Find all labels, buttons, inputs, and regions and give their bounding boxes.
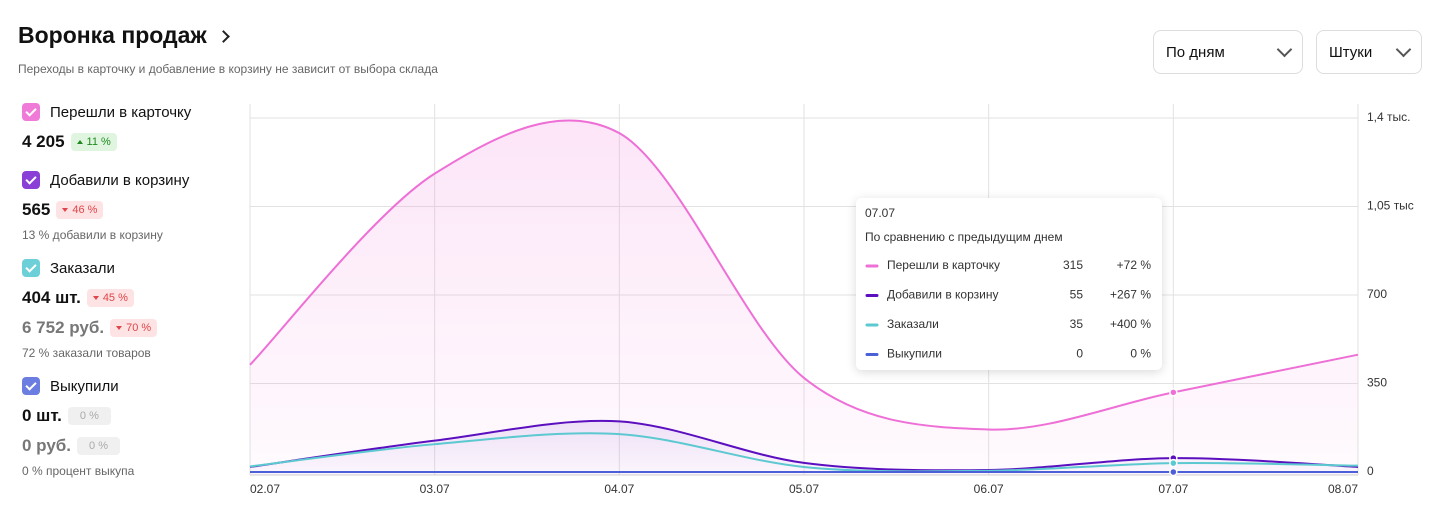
metric-label: Заказали xyxy=(22,256,242,280)
tooltip-change: +72 % xyxy=(1117,258,1152,272)
checkbox[interactable] xyxy=(22,103,40,121)
change: 11 % xyxy=(86,136,111,148)
checkbox[interactable] xyxy=(22,377,40,395)
value: 565 xyxy=(22,200,51,219)
value: 404 шт. xyxy=(22,288,81,307)
y-tick-label: 1,4 тыс. xyxy=(1367,110,1410,124)
hover-point xyxy=(1169,458,1178,468)
trend-arrow xyxy=(76,140,83,144)
change: 46 % xyxy=(72,204,98,216)
change-badge: 11 % xyxy=(70,133,117,151)
value: 0 руб. xyxy=(22,436,72,455)
tooltip: 07.07 По сравнению с предыдущим днем Переш… xyxy=(856,198,1162,370)
y-tick-label: 0 xyxy=(1367,464,1374,478)
checkbox[interactable] xyxy=(22,171,40,189)
select-text: Штуки xyxy=(1329,43,1373,61)
legend-name: Заказали xyxy=(887,317,939,331)
tooltip-value: 35 xyxy=(1070,317,1084,331)
area xyxy=(250,420,1358,475)
series-line xyxy=(249,119,1359,431)
change-badge: 0 % xyxy=(67,407,111,425)
x-tick-label: 05.07 xyxy=(789,482,819,496)
change: 0 % xyxy=(89,440,108,452)
value: 4 205 xyxy=(22,132,65,151)
trend-arrow xyxy=(92,296,99,300)
unit-select[interactable]: Штуки xyxy=(1316,30,1422,74)
title[interactable]: Воронка продаж xyxy=(18,22,230,49)
x-tick-label: 04.07 xyxy=(604,482,634,496)
metric-name: Выкупили xyxy=(50,377,119,395)
metric-name: Заказали xyxy=(50,259,115,277)
metric-value: 0 шт. 0 % xyxy=(22,404,242,428)
metrics-panel: Перешли в карточку 4 205 11 % Добавили в ко… xyxy=(22,100,242,492)
legend-name: Добавили в корзину xyxy=(887,288,998,302)
metric-name: Добавили в корзину xyxy=(50,171,190,189)
change-badge: 45 % xyxy=(86,289,134,307)
metric-label: Добавили в корзину xyxy=(22,168,242,192)
title-text: Воронка продаж xyxy=(18,22,207,48)
metric-value: 404 шт. 45 % xyxy=(22,286,242,310)
change-badge: 46 % xyxy=(56,201,104,219)
change-badge: 70 % xyxy=(110,319,158,337)
tooltip-value: 315 xyxy=(1063,258,1083,272)
x-tick-label: 06.07 xyxy=(974,482,1004,496)
x-tick-label: 07.07 xyxy=(1158,482,1188,496)
value: 0 шт. xyxy=(22,406,62,425)
change-badge: 0 % xyxy=(77,437,120,455)
area xyxy=(250,120,1358,475)
metric-value: 6 752 руб. 70 % xyxy=(22,316,242,340)
metric-note: 13 % добавили в корзину xyxy=(22,228,163,242)
metric-value: 565 46 % xyxy=(22,198,242,222)
tooltip-value: 0 xyxy=(1076,347,1083,361)
metric-name: Перешли в карточку xyxy=(50,103,192,121)
metric-note: 0 % процент выкупа xyxy=(22,464,135,478)
trend-arrow xyxy=(116,326,123,330)
tooltip-title: 07.07 xyxy=(865,206,895,220)
x-tick-label: 08.07 xyxy=(1328,482,1358,496)
checkbox[interactable] xyxy=(22,259,40,277)
hover-point xyxy=(1169,388,1178,397)
y-tick-label: 350 xyxy=(1367,376,1387,390)
change: 45 % xyxy=(102,292,128,304)
change: 0 % xyxy=(79,410,99,422)
tooltip-box xyxy=(856,198,1162,370)
tooltip-subtitle: По сравнению с предыдущим днем xyxy=(865,230,1063,244)
subtitle: Переходы в карточку и добавление в корзи… xyxy=(18,62,438,76)
metric-value: 0 руб. 0 % xyxy=(22,434,242,458)
hover-point xyxy=(1169,467,1178,477)
metric: Добавили в корзину 565 46 % 13 % добавили в… xyxy=(22,168,242,242)
select-text: По дням xyxy=(1166,43,1225,61)
x-tick-label: 02.07 xyxy=(250,482,280,496)
metric-label: Выкупили xyxy=(22,374,242,398)
tooltip-change: +400 % xyxy=(1110,317,1151,331)
metric: Перешли в карточку 4 205 11 % xyxy=(22,100,242,154)
y-tick-label: 700 xyxy=(1367,287,1387,301)
y-tick-label: 1,05 тыс xyxy=(1367,199,1414,213)
metric: Выкупили 0 шт. 0 % 0 руб. 0 % 0 % процент вык… xyxy=(22,374,242,478)
tooltip-value: 55 xyxy=(1070,288,1084,302)
metric-note: 72 % заказали товаров xyxy=(22,346,151,360)
legend-name: Перешли в карточку xyxy=(887,258,1000,272)
metric: Заказали 404 шт. 45 % 6 752 руб. 70 % 72 % за… xyxy=(22,256,242,360)
x-tick-label: 03.07 xyxy=(420,482,450,496)
legend-name: Выкупили xyxy=(887,347,942,361)
trend-arrow xyxy=(62,208,69,212)
tooltip-change: +267 % xyxy=(1110,288,1151,302)
change: 70 % xyxy=(126,322,152,334)
period-select[interactable]: По дням xyxy=(1153,30,1303,74)
value: 6 752 руб. xyxy=(22,318,105,337)
tooltip-change: 0 % xyxy=(1130,347,1151,361)
metric-label: Перешли в карточку xyxy=(22,100,242,124)
metric-value: 4 205 11 % xyxy=(22,130,242,154)
